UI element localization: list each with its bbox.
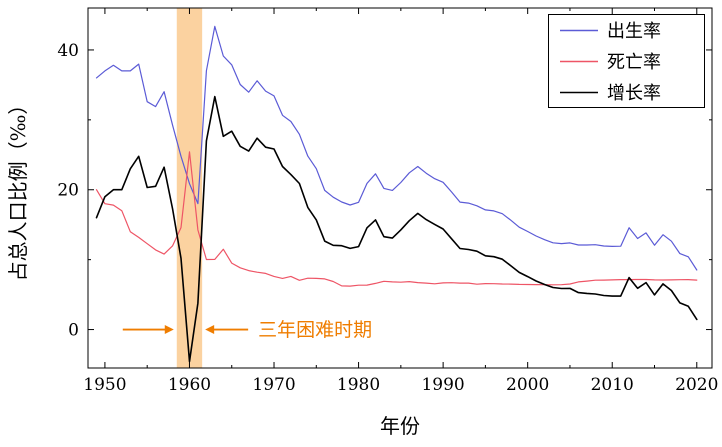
y-tick-label: 40 <box>57 41 79 61</box>
x-tick-label: 1990 <box>421 375 464 395</box>
axis-layer: 1950 1960 1970 1980 1990 2000 2010 2020 0 20 40 <box>57 7 718 395</box>
famine-annotation-label: 三年困难时期 <box>258 319 372 341</box>
birth-rate-line <box>95 25 698 271</box>
y-tick-label: 20 <box>57 181 79 201</box>
y-tick-label: 0 <box>68 321 79 341</box>
famine-annotation: 三年困难时期 <box>122 319 372 341</box>
x-tick-label: 2020 <box>675 375 718 395</box>
x-tick-label: 1970 <box>252 375 295 395</box>
x-tick-label: 2010 <box>591 375 634 395</box>
x-axis-label: 年份 <box>380 414 420 438</box>
x-tick-label: 2000 <box>506 375 549 395</box>
legend-label-birth-rate: 出生率 <box>607 21 661 42</box>
plot-border <box>87 7 713 369</box>
legend-label-growth-rate: 增长率 <box>607 83 661 104</box>
left-arrowhead-icon <box>164 325 174 335</box>
legend: 出生率 死亡率 增长率 <box>548 14 705 108</box>
x-tick-label: 1980 <box>337 375 380 395</box>
legend-label-death-rate: 死亡率 <box>607 52 661 73</box>
x-tick-label: 1960 <box>168 375 211 395</box>
y-axis-label: 占总人口比例（‰） <box>6 95 30 282</box>
right-arrowhead-icon <box>205 325 215 335</box>
death-rate-line <box>95 151 698 287</box>
x-tick-label: 1950 <box>83 375 126 395</box>
growth-rate-line <box>95 95 698 363</box>
series-layer <box>95 25 698 363</box>
